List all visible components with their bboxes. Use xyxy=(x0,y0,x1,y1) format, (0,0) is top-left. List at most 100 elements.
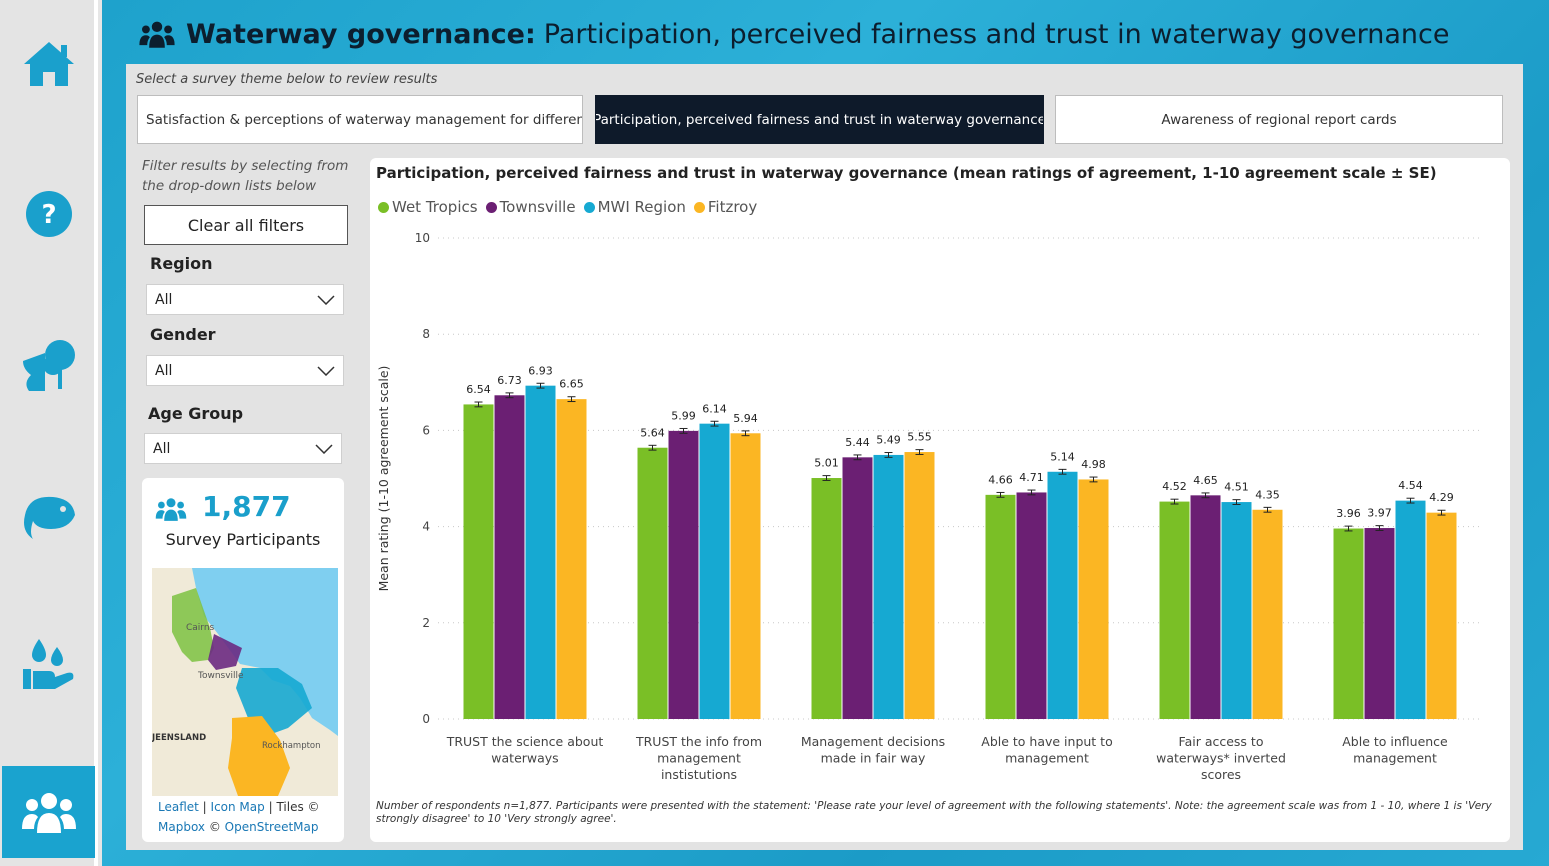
legend-dot xyxy=(693,201,705,213)
data-label: 6.73 xyxy=(497,374,522,387)
data-label: 5.01 xyxy=(814,457,839,470)
x-tick-label: management xyxy=(1353,751,1437,766)
bar xyxy=(842,457,873,719)
gender-select[interactable]: All xyxy=(146,355,344,386)
tab-satisfaction[interactable]: Satisfaction & perceptions of waterway m… xyxy=(137,95,583,144)
x-tick-label: Management decisions xyxy=(801,734,945,749)
x-tick-label: waterways xyxy=(491,751,558,766)
data-label: 5.14 xyxy=(1050,450,1075,463)
x-tick-label: Able to influence xyxy=(1342,734,1448,749)
legend-item-wet-tropics[interactable]: Wet Tropics xyxy=(378,198,478,216)
data-label: 5.49 xyxy=(876,434,901,447)
tab-participation[interactable]: Participation, perceived fairness and tr… xyxy=(595,95,1044,144)
y-tick-label: 10 xyxy=(415,231,430,245)
people-icon xyxy=(21,793,76,833)
main-area: Waterway governance: Participation, perc… xyxy=(102,0,1549,866)
nav-fish[interactable] xyxy=(2,468,95,560)
leaflet-link[interactable]: Leaflet xyxy=(158,800,199,814)
legend-item-mwi-region[interactable]: MWI Region xyxy=(583,198,686,216)
data-label: 4.35 xyxy=(1255,488,1280,501)
region-value: All xyxy=(155,291,173,308)
legend-label: Wet Tropics xyxy=(392,198,478,216)
data-label: 5.94 xyxy=(733,412,758,425)
bar xyxy=(1047,471,1078,719)
region-map[interactable]: Cairns Townsville JEENSLAND Rockhampton xyxy=(152,568,338,796)
legend-item-fitzroy[interactable]: Fitzroy xyxy=(693,198,757,216)
map-region-fitzroy[interactable] xyxy=(228,716,290,796)
bar xyxy=(525,385,556,719)
chart-legend: Wet Tropics Townsville MWI Region Fitzro… xyxy=(378,198,757,216)
x-tick-label: management xyxy=(1005,751,1089,766)
data-label: 5.55 xyxy=(907,431,932,444)
nav-home[interactable] xyxy=(2,18,95,110)
legend-item-townsville[interactable]: Townsville xyxy=(485,198,576,216)
fish-icon xyxy=(23,496,75,539)
participants-card: 1,877 Survey Participants Cairns Townsvi… xyxy=(142,478,344,842)
bar xyxy=(1159,501,1190,719)
x-tick-label: Able to have input to xyxy=(981,734,1112,749)
chevron-down-icon xyxy=(317,365,335,376)
age-group-select[interactable]: All xyxy=(144,433,342,464)
tree-river-icon xyxy=(22,340,75,391)
mapbox-link[interactable]: Mapbox xyxy=(158,820,206,834)
content-panel: Select a survey theme below to review re… xyxy=(126,64,1523,850)
bar xyxy=(556,399,587,719)
page-title: Participation, perceived fairness and tr… xyxy=(543,18,1450,50)
tab-label: Satisfaction & perceptions of waterway m… xyxy=(146,111,583,128)
data-label: 5.99 xyxy=(671,409,696,422)
x-tick-label: TRUST the science about xyxy=(446,734,604,749)
people-icon xyxy=(139,21,175,48)
x-tick-label: Fair access to xyxy=(1179,734,1264,749)
region-select[interactable]: All xyxy=(146,284,344,315)
data-label: 4.65 xyxy=(1193,474,1218,487)
map-label-townsville: Townsville xyxy=(197,671,244,681)
bar xyxy=(637,447,668,719)
map-attribution: Leaflet | Icon Map | Tiles © Mapbox © Op… xyxy=(158,797,338,837)
data-label: 5.44 xyxy=(845,436,870,449)
y-tick-label: 0 xyxy=(422,712,430,726)
data-label: 5.64 xyxy=(640,426,665,439)
nav-waterways[interactable] xyxy=(2,318,95,410)
bar xyxy=(811,478,842,719)
chevron-down-icon xyxy=(315,443,333,454)
data-label: 6.93 xyxy=(528,364,553,377)
bar xyxy=(1190,495,1221,719)
participant-count: 1,877 xyxy=(202,490,291,523)
nav-help[interactable]: ? xyxy=(2,168,95,260)
map-label-rockhampton: Rockhampton xyxy=(262,741,321,751)
nav-governance[interactable] xyxy=(2,766,95,858)
age-group-label: Age Group xyxy=(148,404,244,423)
icon-map-link[interactable]: Icon Map xyxy=(210,800,265,814)
y-axis-label: Mean rating (1-10 agreement scale) xyxy=(376,366,391,592)
page-title-strong: Waterway governance: xyxy=(186,18,536,50)
nav-water-use[interactable] xyxy=(2,618,95,710)
bar xyxy=(1395,500,1426,719)
openstreetmap-link[interactable]: OpenStreetMap xyxy=(224,820,319,834)
x-tick-label: management xyxy=(657,751,741,766)
question-icon: ? xyxy=(25,191,72,237)
bar xyxy=(1364,528,1395,719)
chart-title: Participation, perceived fairness and tr… xyxy=(376,164,1437,182)
map-label-queensland: JEENSLAND xyxy=(152,733,206,743)
legend-dot xyxy=(485,201,497,213)
x-tick-label: scores xyxy=(1201,767,1241,782)
bar xyxy=(904,452,935,719)
data-label: 6.65 xyxy=(559,378,584,391)
data-label: 6.14 xyxy=(702,402,727,415)
map-region-wet-tropics[interactable] xyxy=(172,588,214,662)
data-label: 4.52 xyxy=(1162,480,1187,493)
x-tick-label: TRUST the info from xyxy=(635,734,762,749)
gender-label: Gender xyxy=(150,325,216,344)
y-tick-label: 4 xyxy=(422,520,430,534)
sidebar-nav: ? xyxy=(0,0,98,866)
map-region-townsville[interactable] xyxy=(208,634,242,670)
data-label: 4.98 xyxy=(1081,458,1106,471)
bar-chart: 0 2 4 6 8 10 Mean rating (1-10 agreement scale… xyxy=(376,231,1482,782)
x-tick-label: instistutions xyxy=(661,767,737,782)
bar xyxy=(730,433,761,719)
water-hand-icon xyxy=(22,639,73,689)
tab-report-cards[interactable]: Awareness of regional report cards xyxy=(1055,95,1503,144)
data-label: 4.54 xyxy=(1398,479,1423,492)
clear-filters-button[interactable]: Clear all filters xyxy=(144,205,348,245)
attrib-tiles: | Tiles © xyxy=(264,800,320,814)
